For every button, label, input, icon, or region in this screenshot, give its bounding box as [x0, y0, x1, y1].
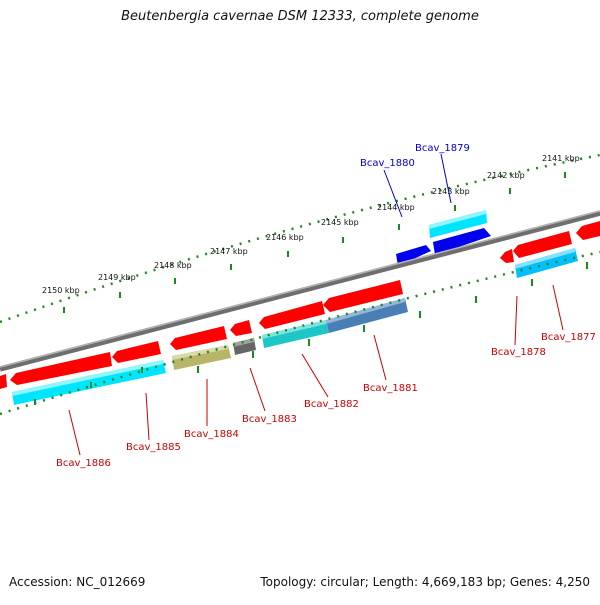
kbp-label: 2142 kbp	[487, 171, 525, 180]
inner-tick-track	[0, 250, 600, 416]
gene-label-bcav-1879: Bcav_1879	[415, 143, 470, 154]
leader-line	[373, 334, 387, 381]
gene-bcav-1879-cog-shade	[429, 210, 486, 229]
genome-summary-text: Topology: circular; Length: 4,669,183 bp…	[260, 575, 590, 589]
forward-gene-track	[396, 228, 491, 266]
gene-label-bcav-1881: Bcav_1881	[363, 383, 418, 394]
gene-bcav-1876-arrow	[576, 221, 600, 240]
kbp-label: 2144 kbp	[377, 203, 415, 212]
kbp-label: 2145 kbp	[321, 218, 359, 227]
forward-cog-track	[429, 210, 487, 238]
gene-bcav-1883-arrow	[230, 320, 252, 336]
kbp-label: 2150 kbp	[42, 286, 80, 295]
kbp-label: 2149 kbp	[98, 273, 136, 282]
kbp-label: 2143 kbp	[432, 187, 470, 196]
gene-bcav-1885-arrow	[112, 341, 161, 363]
leader-line	[68, 409, 81, 456]
gene-bcav-1882-cog-shade	[262, 320, 326, 339]
gene-label-bcav-1882: Bcav_1882	[304, 399, 359, 410]
gene-label-bcav-1877: Bcav_1877	[541, 332, 596, 343]
leader-line	[145, 392, 150, 441]
genome-backbone	[0, 210, 600, 372]
gene-bcav-1881-arrow	[323, 280, 403, 312]
gene-bcav-1879-arrow	[433, 228, 491, 255]
reverse-leader-lines	[68, 284, 564, 456]
scale-ticks: 2150 kbp 2149 kbp 2148 kbp 2147 kbp 2146…	[42, 154, 580, 313]
gene-bcav-1884-arrow	[170, 326, 227, 350]
gene-bcav-1884-cog-shade	[172, 345, 228, 360]
forward-label-group: Bcav_1880 Bcav_1879	[360, 143, 470, 218]
gene-label-bcav-1885: Bcav_1885	[126, 442, 181, 453]
gene-bcav-1887-arrow	[0, 374, 7, 389]
kbp-label: 2146 kbp	[266, 233, 304, 242]
leader-line	[514, 295, 518, 346]
gene-bcav-1886-cog-shade	[12, 360, 163, 396]
leader-line	[552, 284, 564, 331]
leader-line	[383, 169, 403, 218]
gene-bcav-1886-arrow	[10, 352, 112, 385]
reverse-gene-track	[0, 221, 600, 389]
gene-label-bcav-1878: Bcav_1878	[491, 347, 546, 358]
leader-line	[249, 367, 266, 412]
gene-bcav-1881-cog-shade	[326, 298, 405, 324]
gene-label-bcav-1884: Bcav_1884	[184, 429, 239, 440]
leader-line	[301, 353, 329, 398]
map-title: Beutenbergia cavernae DSM 12333, complet…	[121, 9, 479, 24]
gene-bcav-1877-cog-shade	[515, 248, 575, 269]
gene-label-bcav-1880: Bcav_1880	[360, 158, 415, 169]
reverse-cog-track	[12, 248, 578, 405]
gene-bcav-1878-arrow	[500, 249, 514, 263]
gene-label-bcav-1886: Bcav_1886	[56, 458, 111, 469]
kbp-label: 2148 kbp	[154, 261, 192, 270]
gene-label-bcav-1883: Bcav_1883	[242, 414, 297, 425]
kbp-label: 2147 kbp	[210, 247, 248, 256]
gene-bcav-1880-arrow	[396, 245, 431, 266]
kbp-label: 2141 kbp	[542, 154, 580, 163]
accession-text: Accession: NC_012669	[9, 575, 146, 589]
reverse-label-group: Bcav_1886 Bcav_1885 Bcav_1884 Bcav_1883 …	[56, 332, 596, 469]
gene-bcav-1877-arrow	[513, 231, 572, 258]
leader-line	[440, 153, 452, 204]
gene-bcav-1882-arrow	[259, 301, 325, 329]
